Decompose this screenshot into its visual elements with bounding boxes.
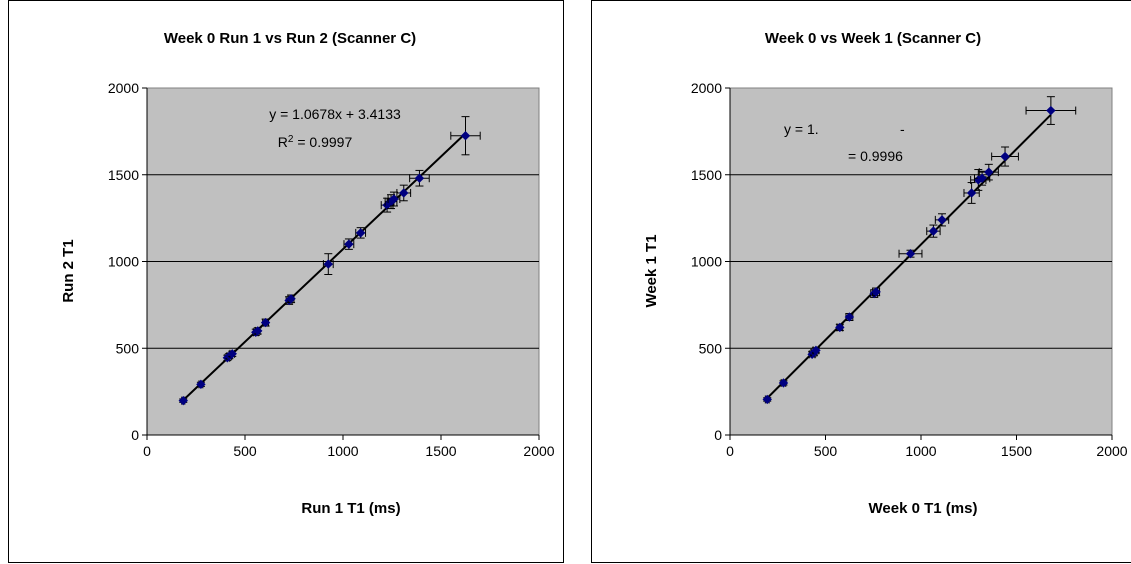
x-tick-label: 2000 xyxy=(523,443,554,459)
data-marker xyxy=(928,226,939,236)
y-tick-label: 0 xyxy=(714,427,722,443)
y-tick-label: 1000 xyxy=(691,254,722,270)
data-marker xyxy=(984,167,994,177)
plot-area: 0 500 1000 1500 2000 0 500 1000 1500 2000 xyxy=(691,80,1128,459)
x-axis-title: Week 0 T1 (ms) xyxy=(869,500,978,517)
data-marker xyxy=(323,259,334,269)
data-point xyxy=(322,253,334,276)
y-axis-title: Run 2 T1 xyxy=(60,239,77,302)
y-tick-label: 500 xyxy=(116,340,140,356)
data-marker xyxy=(460,131,471,141)
data-marker xyxy=(227,349,237,359)
data-point xyxy=(991,146,1019,167)
chart-title: Week 0 Run 1 vs Run 2 (Scanner C) xyxy=(164,30,416,47)
data-marker xyxy=(344,239,354,249)
chart-panel-run1-vs-run2: Week 0 Run 1 vs Run 2 (Scanner C) 0 500 10… xyxy=(8,0,564,563)
data-marker xyxy=(835,322,845,333)
x-tick-label: 1000 xyxy=(327,443,358,459)
data-point xyxy=(396,184,412,202)
data-marker xyxy=(977,173,987,183)
data-point xyxy=(934,213,950,227)
data-point xyxy=(178,395,188,406)
chart-panel-week0-vs-week1: Week 0 vs Week 1 (Scanner C) 0 500 1000 150… xyxy=(591,0,1131,563)
data-point xyxy=(978,163,999,181)
data-point xyxy=(963,182,980,204)
data-marker xyxy=(399,188,409,198)
data-marker xyxy=(253,326,263,336)
chart-title: Week 0 vs Week 1 (Scanner C) xyxy=(765,30,981,47)
data-marker xyxy=(389,194,399,204)
x-tick-label: 0 xyxy=(726,443,734,459)
trendline-equation-dash: - xyxy=(900,121,905,137)
data-point xyxy=(253,326,263,336)
plot-area: 0 500 1000 1500 2000 0 500 1000 1500 2000 xyxy=(108,80,555,459)
y-tick-label: 2000 xyxy=(691,80,722,96)
data-point xyxy=(973,170,991,186)
data-marker xyxy=(871,287,881,297)
data-point xyxy=(898,248,923,259)
y-axis-title: Week 1 T1 xyxy=(643,234,660,307)
data-marker xyxy=(355,228,366,238)
data-marker xyxy=(811,345,821,356)
data-marker xyxy=(178,395,188,406)
chart-svg-week0-vs-week1: Week 0 vs Week 1 (Scanner C) 0 500 1000 150… xyxy=(643,30,1128,517)
data-marker xyxy=(762,394,772,405)
x-axis-title: Run 1 T1 (ms) xyxy=(301,500,400,517)
data-marker xyxy=(778,378,789,388)
x-tick-label: 0 xyxy=(143,443,151,459)
data-point xyxy=(409,169,430,187)
data-point xyxy=(286,294,296,304)
data-point xyxy=(844,312,855,322)
x-tick-label: 1500 xyxy=(1001,443,1032,459)
data-marker xyxy=(1046,105,1056,116)
data-point xyxy=(835,322,845,333)
r-squared-label: = 0.9996 xyxy=(848,148,903,164)
x-tick-label: 1500 xyxy=(425,443,456,459)
data-point xyxy=(1025,96,1077,125)
trendline-equation-prefix: y = 1. xyxy=(784,121,819,137)
trendline-equation: y = 1.0678x + 3.4133 xyxy=(269,106,401,122)
data-marker xyxy=(905,248,916,259)
data-point xyxy=(762,394,772,405)
y-tick-label: 500 xyxy=(699,340,723,356)
y-tick-label: 2000 xyxy=(108,80,139,96)
data-point xyxy=(778,378,789,388)
y-tick-label: 1500 xyxy=(691,167,722,183)
y-tick-label: 1000 xyxy=(108,254,139,270)
data-point xyxy=(811,345,821,356)
data-marker xyxy=(196,379,206,390)
data-point xyxy=(355,227,367,239)
data-point xyxy=(260,317,271,328)
data-point xyxy=(227,349,237,359)
data-point xyxy=(196,379,206,390)
data-point xyxy=(343,238,355,250)
data-point xyxy=(450,116,481,156)
data-marker xyxy=(844,312,855,322)
x-tick-label: 1000 xyxy=(905,443,936,459)
data-point xyxy=(926,224,941,238)
r-squared-label: R2 = 0.9997 xyxy=(278,134,353,151)
data-marker xyxy=(286,294,296,304)
chart-svg-run1-vs-run2: Week 0 Run 1 vs Run 2 (Scanner C) 0 500 10… xyxy=(60,30,555,517)
y-tick-label: 1500 xyxy=(108,167,139,183)
data-marker xyxy=(937,215,947,225)
y-tick-label: 0 xyxy=(131,427,139,443)
x-tick-label: 2000 xyxy=(1096,443,1127,459)
data-point xyxy=(871,287,881,297)
data-marker xyxy=(414,173,425,183)
x-tick-label: 500 xyxy=(233,443,257,459)
data-marker xyxy=(1000,151,1010,162)
data-marker xyxy=(260,317,271,328)
x-tick-label: 500 xyxy=(814,443,838,459)
data-marker xyxy=(966,188,977,198)
